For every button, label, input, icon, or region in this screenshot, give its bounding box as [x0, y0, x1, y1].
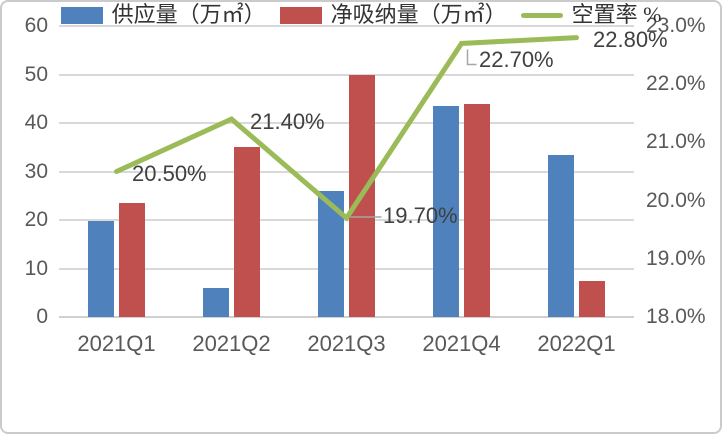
left-axis-tick-label: 40 — [24, 111, 48, 134]
supply-bar — [318, 190, 344, 317]
bar-swatch-icon — [279, 6, 322, 24]
legend-item-supply: 供应量（万㎡） — [60, 2, 266, 28]
bar-swatch-icon — [60, 6, 103, 24]
vacancy-rate-data-label: 20.50% — [132, 161, 207, 186]
gridline — [59, 73, 634, 76]
legend-item-vacancy-rate: 空置率 % — [520, 2, 662, 28]
left-axis-tick-label: 50 — [24, 62, 48, 86]
left-axis-tick-label: 20 — [24, 208, 48, 231]
legend-item-net-absorption: 净吸纳量（万㎡） — [279, 2, 507, 28]
chart-legend: 供应量（万㎡） 净吸纳量（万㎡） 空置率 % — [2, 2, 720, 28]
right-axis-tick-label: 22.0% — [646, 72, 706, 96]
left-axis-tick-label: 10 — [24, 256, 48, 280]
left-axis-tick-label: 0 — [36, 305, 48, 328]
vacancy-rate-data-label: 22.70% — [479, 47, 554, 72]
x-axis-tick-label: 2022Q1 — [537, 331, 616, 356]
left-axis-tick-label: 30 — [24, 159, 48, 183]
x-axis-tick-label: 2021Q1 — [77, 331, 156, 356]
x-axis-tick-label: 2021Q4 — [422, 331, 501, 356]
right-axis-tick-label: 21.0% — [646, 130, 706, 154]
vacancy-rate-data-label: 22.80% — [593, 27, 668, 52]
net-absorption-bar — [234, 147, 260, 317]
legend-label: 净吸纳量（万㎡） — [330, 2, 507, 27]
gridline — [59, 267, 634, 270]
gridline — [59, 25, 634, 27]
net-absorption-bar — [119, 203, 145, 317]
x-axis-tick-label: 2021Q3 — [307, 331, 386, 356]
net-absorption-bar — [349, 74, 375, 317]
right-axis-tick-label: 23.0% — [646, 14, 706, 37]
supply-bar — [548, 154, 574, 317]
right-axis-tick-label: 20.0% — [646, 188, 706, 212]
supply-bar — [203, 287, 229, 317]
supply-bar — [88, 220, 114, 317]
right-axis-tick-label: 19.0% — [646, 246, 706, 270]
gridline — [59, 316, 634, 318]
net-absorption-bar — [464, 103, 490, 317]
vacancy-rate-data-label: 21.40% — [250, 109, 325, 134]
right-axis-tick-label: 18.0% — [646, 305, 706, 328]
line-swatch-icon — [520, 12, 563, 18]
left-axis-tick-label: 60 — [24, 14, 48, 37]
x-axis-tick-label: 2021Q2 — [192, 331, 271, 356]
legend-label: 空置率 % — [571, 2, 662, 27]
legend-label: 供应量（万㎡） — [111, 2, 266, 27]
vacancy-rate-data-label: 19.70% — [383, 203, 458, 228]
gridline — [59, 122, 634, 124]
net-absorption-bar — [579, 280, 605, 317]
